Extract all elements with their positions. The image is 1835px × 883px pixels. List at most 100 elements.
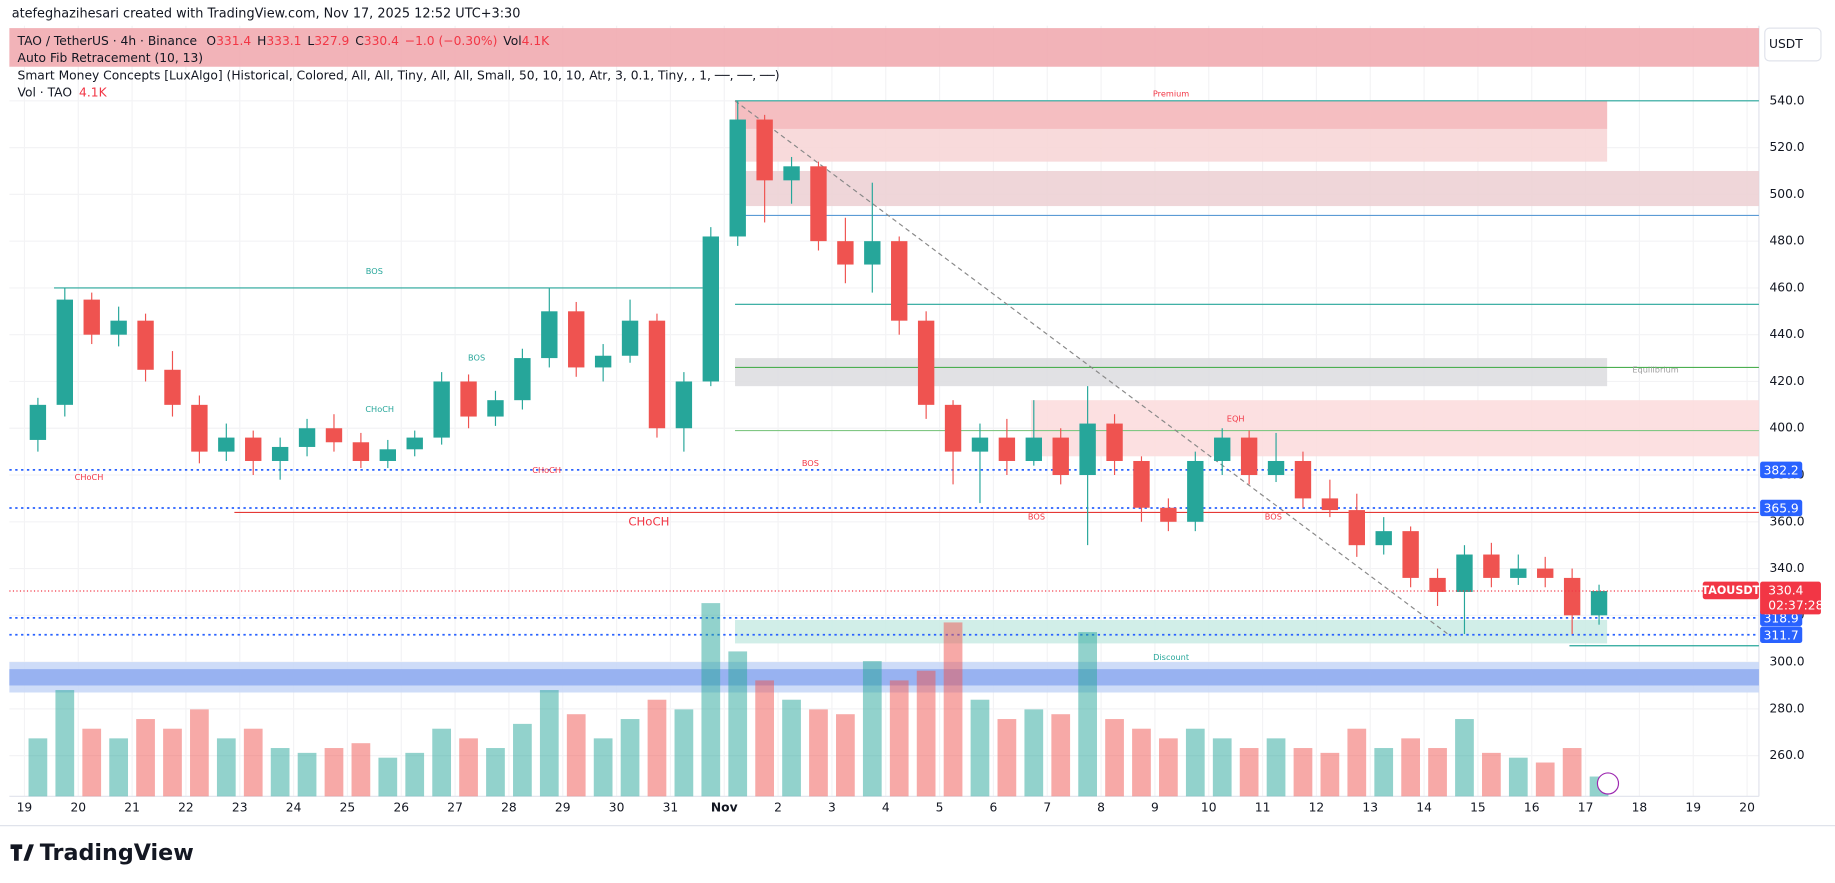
volume-bar [109, 738, 129, 797]
volume-bar [459, 738, 478, 797]
last-price-tag [1760, 581, 1821, 615]
x-tick-label: 7 [1043, 801, 1051, 815]
volume-bar [1374, 748, 1394, 797]
ticker: TAOUSDT [1702, 584, 1761, 597]
zone [735, 620, 1608, 644]
x-tick-label: 3 [828, 801, 836, 815]
plot: 260.0280.0300.0320.0340.0360.0380.0400.0… [9, 25, 1805, 815]
y-tick-label: 440.0 [1769, 327, 1804, 341]
candle-body [1294, 460, 1312, 499]
x-tick-label: 17 [1578, 801, 1594, 815]
candle-body [702, 236, 719, 382]
volume-bar [943, 622, 963, 797]
volume-bar [405, 752, 425, 797]
candle-body [1537, 568, 1554, 578]
volume-bar [190, 709, 209, 797]
volume-bar [163, 728, 182, 797]
candle-body [379, 449, 396, 461]
y-tick-label: 400.0 [1769, 421, 1804, 435]
y-tick-label: 300.0 [1769, 655, 1804, 669]
candle-body [1052, 437, 1069, 476]
x-tick-label: 6 [990, 801, 998, 815]
candle-body [1187, 460, 1204, 522]
x-tick-label: Nov [711, 801, 738, 815]
candle-body [756, 119, 773, 181]
x-tick-label: 25 [340, 801, 356, 815]
currency[interactable]: USDT [1769, 37, 1803, 51]
y-tick-label: 260.0 [1769, 748, 1804, 762]
candle-body [1267, 460, 1285, 476]
y-tick-label: 480.0 [1769, 234, 1804, 248]
candle-body [998, 437, 1016, 461]
field-value: 331.4 [216, 33, 251, 47]
x-tick-label: 20 [1739, 801, 1755, 815]
x-tick-label: 18 [1632, 801, 1648, 815]
y-tick-label: 280.0 [1769, 701, 1804, 715]
x-tick-label: 5 [936, 801, 944, 815]
x-tick-label: 16 [1524, 801, 1540, 815]
vol-key: Vol [503, 33, 521, 47]
brand: TradingView [40, 840, 194, 866]
candle-body [810, 166, 827, 242]
volume-bar [216, 738, 236, 797]
candle-body [1240, 437, 1258, 476]
price-tag [1760, 461, 1803, 479]
candle-body [137, 320, 154, 370]
volume-bar [782, 699, 801, 797]
vol-legend: Vol · TAO 4.1K [18, 85, 108, 99]
annotation: Discount [1153, 652, 1190, 662]
price-tag [1760, 626, 1803, 643]
zone [735, 100, 1608, 129]
annotation: BOS [1028, 512, 1045, 522]
candle-body [541, 311, 558, 359]
candle-body [164, 369, 181, 405]
volume-bar [593, 738, 613, 797]
y-tick-label: 460.0 [1769, 280, 1804, 294]
candle-body [29, 404, 47, 440]
x-tick-label: 19 [17, 801, 33, 815]
volume-bar [1212, 738, 1232, 797]
annotation: BOS [1265, 512, 1282, 522]
candle-body [218, 437, 235, 452]
x-tick-label: 22 [178, 801, 194, 815]
x-tick-label: 21 [124, 801, 140, 815]
logo [10, 844, 34, 861]
volume-bar [513, 723, 532, 797]
candle-body [729, 119, 746, 237]
alert-button[interactable] [1596, 772, 1620, 795]
candle-body [864, 241, 881, 265]
currency-button[interactable] [1764, 27, 1822, 62]
candle-body [1375, 531, 1392, 546]
volume-bar [566, 714, 586, 797]
annotation: BOS [802, 458, 819, 468]
price-tag-label: 365.9 [1764, 502, 1799, 516]
credit: atefeghazihesari created with TradingVie… [12, 7, 521, 22]
volume-bar [486, 748, 505, 797]
volume-bar [82, 728, 102, 797]
candle-body [460, 381, 477, 417]
y-tick-label: 420.0 [1769, 374, 1804, 388]
volume-bar [378, 757, 398, 797]
x-tick-label: 4 [882, 801, 890, 815]
candle-body [514, 358, 531, 401]
price-tag-label: 318.9 [1764, 612, 1799, 626]
x-tick-label: 12 [1309, 801, 1325, 815]
candle-body [1214, 437, 1231, 461]
price-tag-label: 382.2 [1764, 464, 1799, 478]
y-tick-label: 500.0 [1769, 187, 1804, 201]
vol-value: 4.1K [522, 33, 551, 47]
x-tick-label: 20 [70, 801, 86, 815]
volume-bar [862, 661, 882, 797]
ticker-tag [1702, 581, 1759, 600]
volume-bar [970, 699, 990, 797]
x-tick-label: 29 [555, 801, 571, 815]
field-key: O [206, 33, 216, 47]
candle-body [1510, 568, 1527, 578]
annotation: CHoCH [75, 472, 104, 482]
y-tick-label: 540.0 [1769, 93, 1804, 107]
volume-bar [1401, 738, 1420, 797]
x-tick-label: 27 [447, 801, 463, 815]
legend: TAO / TetherUS · 4h · Binance O331.4 H333.… [17, 33, 551, 47]
candle-body [1321, 498, 1339, 511]
candle-body [944, 404, 962, 452]
